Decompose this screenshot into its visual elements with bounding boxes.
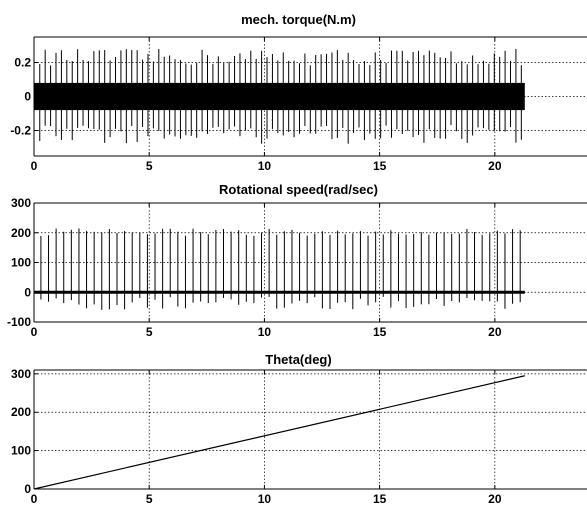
subplot-title: mech. torque(N.m) [241,12,356,27]
x-tick-label: 15 [373,492,387,506]
x-tick-label: 0 [31,492,38,506]
x-tick-label: 15 [373,159,387,173]
y-tick-label: 200 [11,405,31,419]
x-tick-label: 20 [488,159,502,173]
y-tick-label: -0.2 [10,124,31,138]
x-tick-label: 5 [146,325,153,339]
x-tick-label: 5 [146,492,153,506]
y-tick-label: 0 [24,285,31,299]
y-tick-label: 200 [11,226,31,240]
subplot-title: Theta(deg) [265,352,331,367]
y-tick-label: 0 [24,482,31,496]
y-tick-label: 300 [11,196,31,210]
x-tick-label: 15 [373,325,387,339]
x-tick-label: 10 [258,159,272,173]
x-tick-label: 0 [31,325,38,339]
x-tick-label: 5 [146,159,153,173]
x-tick-label: 20 [488,492,502,506]
x-tick-label: 10 [258,492,272,506]
subplot-title: Rotational speed(rad/sec) [219,182,378,197]
subplot-2: Rotational speed(rad/sec) 0 5 10 15 20 300 200 1… [7,182,587,339]
y-tick-label: 0 [24,90,31,104]
subplot-1: mech. torque(N.m) 0 5 10 15 20 0.2 0 -0.2 [10,12,587,173]
subplot-3: Theta(deg) 0 5 10 15 20 300 200 100 0 [11,352,587,506]
x-tick-label: 20 [488,325,502,339]
x-tick-label: 10 [258,325,272,339]
x-tick-label: 0 [31,159,38,173]
y-tick-label: 300 [11,367,31,381]
y-tick-label: 100 [11,256,31,270]
y-tick-label: 0.2 [14,56,31,70]
y-tick-label: 100 [11,444,31,458]
y-tick-label: -100 [7,315,31,329]
data-line [33,375,525,490]
